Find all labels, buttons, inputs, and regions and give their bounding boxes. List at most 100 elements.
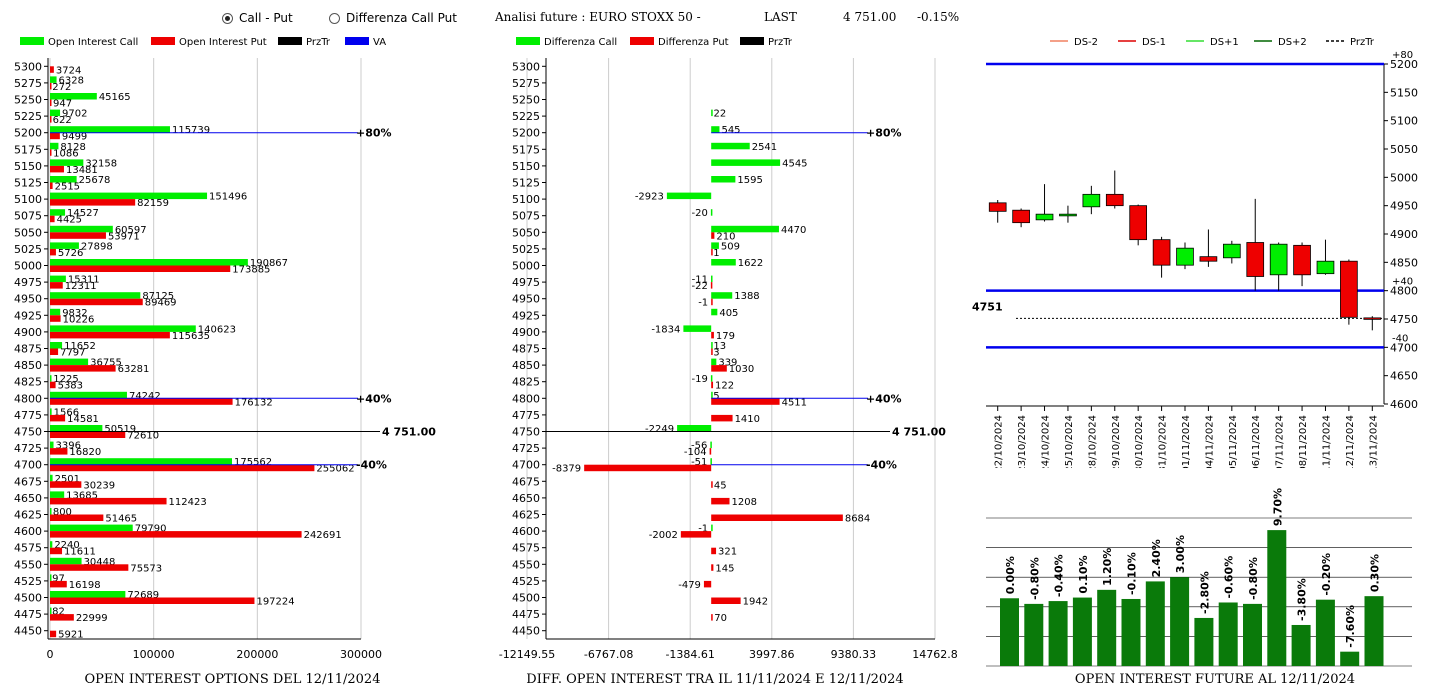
put-value-label: 53971 bbox=[108, 231, 140, 242]
put-bar bbox=[50, 398, 233, 405]
call-bar bbox=[50, 308, 61, 316]
put-bar bbox=[711, 614, 713, 621]
put-value-label: 1410 bbox=[735, 414, 760, 425]
put-value-label: 4425 bbox=[57, 215, 82, 226]
legend-label-2: PrzTr bbox=[768, 37, 793, 48]
put-bar bbox=[50, 215, 55, 223]
put-value-label: 9499 bbox=[62, 132, 87, 143]
strike-label: 4750 bbox=[14, 426, 42, 439]
date-label: 04/11/2024 bbox=[1204, 415, 1215, 468]
x-tick-label: 200000 bbox=[236, 648, 278, 661]
oi-change-label: -0.60% bbox=[1223, 556, 1236, 599]
strike-label: 4525 bbox=[512, 575, 540, 588]
strike-label: 4500 bbox=[14, 592, 42, 605]
call-bar bbox=[711, 358, 717, 366]
call-bar bbox=[50, 159, 84, 166]
put-bar bbox=[50, 199, 136, 206]
call-bar bbox=[710, 458, 712, 465]
put-value-label: 122 bbox=[715, 381, 734, 392]
call-value-label: 3396 bbox=[56, 441, 81, 452]
x-tick-label: 14762.8 bbox=[912, 648, 958, 661]
x-tick-label: -12149.55 bbox=[499, 648, 555, 661]
oi-change-bar bbox=[1243, 603, 1262, 666]
put-value-label: 112423 bbox=[169, 497, 207, 508]
strike-label: 5175 bbox=[14, 143, 42, 156]
put-value-label: 3 bbox=[713, 348, 719, 359]
call-value-label: 45165 bbox=[99, 92, 131, 103]
strike-label: 5075 bbox=[14, 210, 42, 223]
strike-label: 5225 bbox=[512, 110, 540, 123]
oi-change-bar bbox=[1194, 617, 1214, 666]
put-value-label: 176132 bbox=[235, 397, 273, 408]
candle-up bbox=[1222, 243, 1241, 259]
strike-label: 5125 bbox=[512, 177, 540, 190]
put-value-label: 1208 bbox=[732, 497, 757, 508]
strike-label: 4450 bbox=[14, 625, 42, 638]
put-value-label: 22999 bbox=[76, 613, 108, 624]
oi-change-label: -0.10% bbox=[1126, 552, 1139, 595]
y-tick-label: 5100 bbox=[1390, 115, 1418, 128]
candle-down bbox=[1246, 242, 1265, 277]
candle-up bbox=[1059, 213, 1077, 217]
y-tick-label: 5050 bbox=[1390, 143, 1418, 156]
candle-down bbox=[988, 202, 1007, 212]
x-tick-label: 100000 bbox=[133, 648, 175, 661]
call-bar bbox=[50, 209, 66, 216]
strike-label: 4725 bbox=[14, 442, 42, 455]
date-label: 25/10/2024 bbox=[1064, 415, 1075, 468]
strike-label: 4725 bbox=[512, 442, 540, 455]
put-bar bbox=[50, 564, 129, 571]
call-bar bbox=[50, 225, 113, 233]
radio-call-put[interactable]: Call - Put bbox=[222, 11, 293, 25]
candle-down bbox=[1129, 205, 1148, 241]
radio-diff-call-put[interactable]: Differenza Call Put bbox=[329, 11, 457, 25]
strike-label: 4775 bbox=[512, 409, 540, 422]
call-value-label: 9702 bbox=[62, 109, 87, 120]
call-bar bbox=[711, 126, 720, 133]
call-value-label: -2249 bbox=[645, 424, 674, 435]
put-bar bbox=[50, 132, 60, 140]
oi-change-bar bbox=[1170, 577, 1190, 666]
call-bar bbox=[666, 192, 712, 200]
put-bar bbox=[50, 116, 52, 123]
put-value-label: 5726 bbox=[58, 248, 83, 259]
date-label: 12/11/2024 bbox=[1345, 415, 1356, 468]
put-value-label: -22 bbox=[692, 281, 708, 292]
oi-change-bar bbox=[1072, 597, 1092, 666]
call-bar bbox=[50, 574, 52, 581]
date-label: 22/10/2024 bbox=[994, 415, 1005, 468]
put-bar bbox=[709, 448, 712, 455]
put-value-label: 30239 bbox=[83, 480, 115, 491]
y-tick-label: 4850 bbox=[1390, 256, 1418, 269]
put-bar bbox=[50, 365, 116, 372]
put-bar bbox=[50, 282, 63, 289]
call-bar bbox=[50, 292, 141, 299]
put-bar bbox=[711, 348, 713, 355]
call-bar bbox=[50, 524, 133, 532]
oi-change-label: -3.80% bbox=[1296, 578, 1309, 621]
put-bar bbox=[711, 381, 714, 389]
x-tick-label: 300000 bbox=[340, 648, 382, 661]
oi-change-bar bbox=[1364, 596, 1384, 666]
legend-label-2: PrzTr bbox=[306, 37, 331, 48]
put-bar bbox=[50, 381, 56, 389]
oi-change-label: 1.20% bbox=[1101, 548, 1114, 586]
call-value-label: 2240 bbox=[54, 540, 79, 551]
strike-label: 5100 bbox=[14, 193, 42, 206]
strike-label: 4700 bbox=[14, 459, 42, 472]
put-bar bbox=[50, 580, 67, 588]
put-bar bbox=[50, 464, 315, 472]
call-bar bbox=[50, 474, 53, 482]
strike-label: 4575 bbox=[512, 542, 540, 555]
put-value-label: 5383 bbox=[58, 381, 83, 392]
oi-change-label: -0.80% bbox=[1028, 557, 1041, 600]
oi-change-label: 2.40% bbox=[1150, 539, 1163, 577]
strike-label: 4825 bbox=[512, 376, 540, 389]
oi-change-bar bbox=[1048, 601, 1068, 666]
call-value-label: 190867 bbox=[250, 258, 288, 269]
strike-label: 5125 bbox=[14, 177, 42, 190]
oi-change-bar bbox=[1145, 581, 1165, 666]
call-bar bbox=[50, 408, 52, 415]
call-bar bbox=[50, 557, 82, 565]
legend-label-3: VA bbox=[373, 37, 386, 48]
